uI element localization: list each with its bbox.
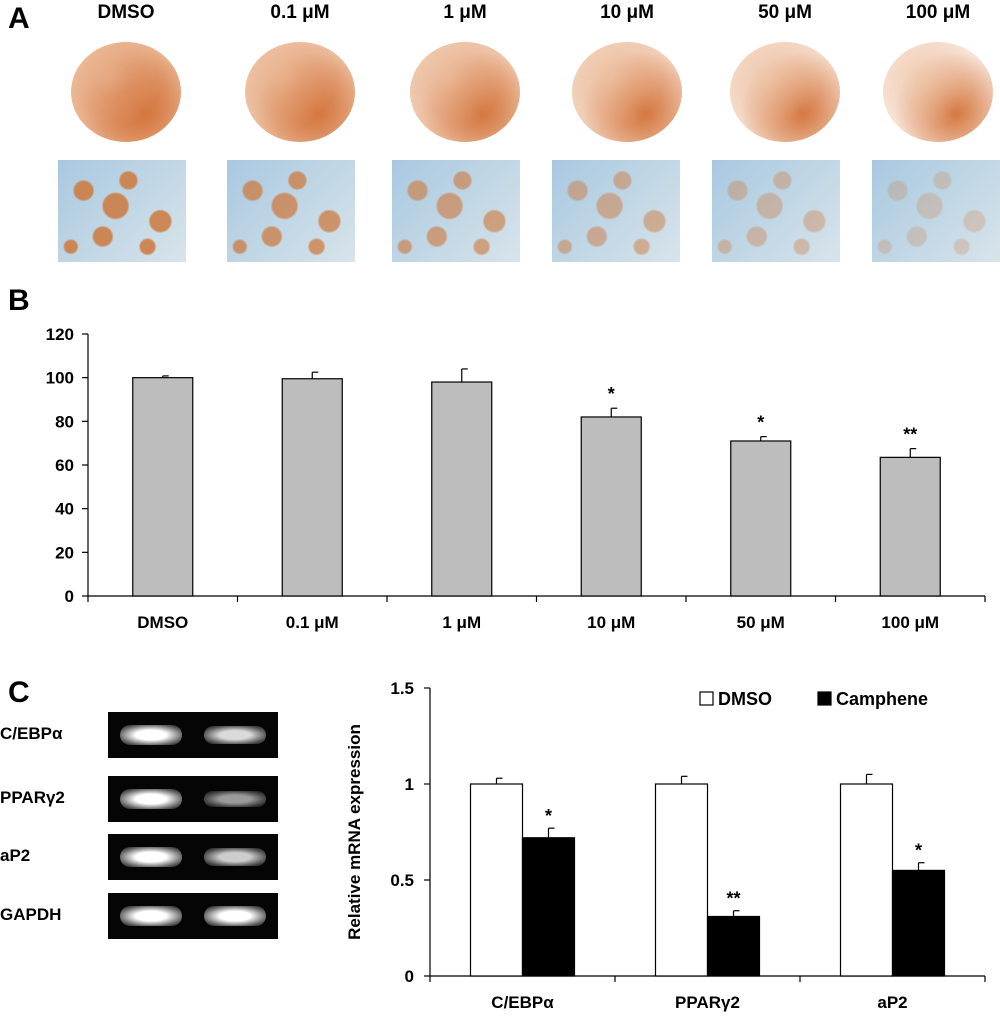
y-tick-label: 60 [55,456,74,475]
dose-label: DMSO [97,2,155,23]
y-tick-label: 20 [55,543,74,562]
y-tick-label: 40 [55,500,74,519]
gene-label: PPARγ2 [0,788,65,807]
x-tick-label: 50 μM [737,613,785,632]
x-tick-label: 1 μM [442,613,481,632]
x-tick-label: C/EBPα [491,993,554,1012]
micrograph-image [392,160,520,262]
stained-well-image [572,42,682,142]
gene-label: C/EBPα [0,724,63,743]
significance-marker: ** [726,889,740,909]
legend-swatch [699,691,714,706]
significance-marker: * [608,384,615,404]
bar [730,440,792,597]
gel-band [120,906,182,926]
stained-well-image [410,42,520,142]
x-tick-label: 10 μM [587,613,635,632]
gel-strip [108,712,278,758]
gel-band [120,847,182,867]
panel-b-bar-chart: 0 20 40 60 80 100 120 DMSO 0.1 μM 1 μM * 10 μM * 50 μ… [46,325,986,632]
bar-camphene [706,915,761,977]
y-tick-label: 1 [405,775,414,794]
gel-band [204,906,266,926]
y-tick-label: 0 [405,967,414,986]
micrograph-image [712,160,840,262]
gene-label: GAPDH [0,905,62,924]
y-tick-label: 0 [65,587,74,606]
bar-dmso [469,783,524,977]
dose-label: 0.1 μM [270,2,330,23]
y-tick-label: 80 [55,412,74,431]
y-tick-label: 1.5 [390,679,414,698]
gel-strip [108,893,278,939]
significance-marker: * [915,841,922,861]
stained-well-image [245,42,355,142]
y-tick-label: 100 [46,369,74,388]
stained-well-image [71,42,181,142]
micrograph-image [227,160,355,262]
stained-well-image [730,42,840,142]
bar [580,416,642,597]
dose-label: 10 μM [600,2,654,23]
legend-label: Camphene [836,689,928,709]
y-tick-label: 120 [46,325,74,344]
bar-dmso [654,783,709,977]
significance-marker: * [545,806,552,826]
bar [431,381,493,597]
panel-c-letter: C [8,676,30,709]
panel-b-letter: B [8,284,30,317]
x-tick-label: 0.1 μM [286,613,339,632]
panel-a-letter: A [8,2,30,35]
dose-label: 100 μM [905,2,971,23]
significance-marker: ** [903,425,917,445]
micrograph-image [872,160,1000,262]
gel-strip [108,776,278,822]
x-tick-label: DMSO [137,613,188,632]
gel-band [204,791,266,807]
x-tick-label: 100 μM [881,613,939,632]
bar [879,456,941,597]
gel-strip [108,834,278,880]
gel-band [204,848,266,866]
panel-c-bar-chart: 0 0.5 1 1.5 Relative mRNA expression * C/EBPα *… [345,679,986,1012]
gene-label: aP2 [0,846,31,865]
y-axis-label: Relative mRNA expression [345,724,364,940]
stained-well-image [883,42,993,142]
gel-band [120,789,182,809]
bar-dmso [839,783,894,977]
bar [132,377,194,597]
legend-swatch [817,691,832,706]
gel-band [204,725,266,745]
y-tick-label: 0.5 [390,871,414,890]
gel-band [120,725,182,745]
micrograph-image [552,160,680,262]
x-tick-label: PPARγ2 [675,993,740,1012]
bar [281,378,343,597]
legend-label: DMSO [718,689,772,709]
bar-camphene [891,869,946,977]
bar-camphene [521,837,576,977]
x-tick-label: aP2 [877,993,907,1012]
dose-label: 50 μM [758,2,812,23]
dose-label: 1 μM [443,2,487,23]
micrograph-image [58,160,186,262]
significance-marker: * [757,413,764,433]
